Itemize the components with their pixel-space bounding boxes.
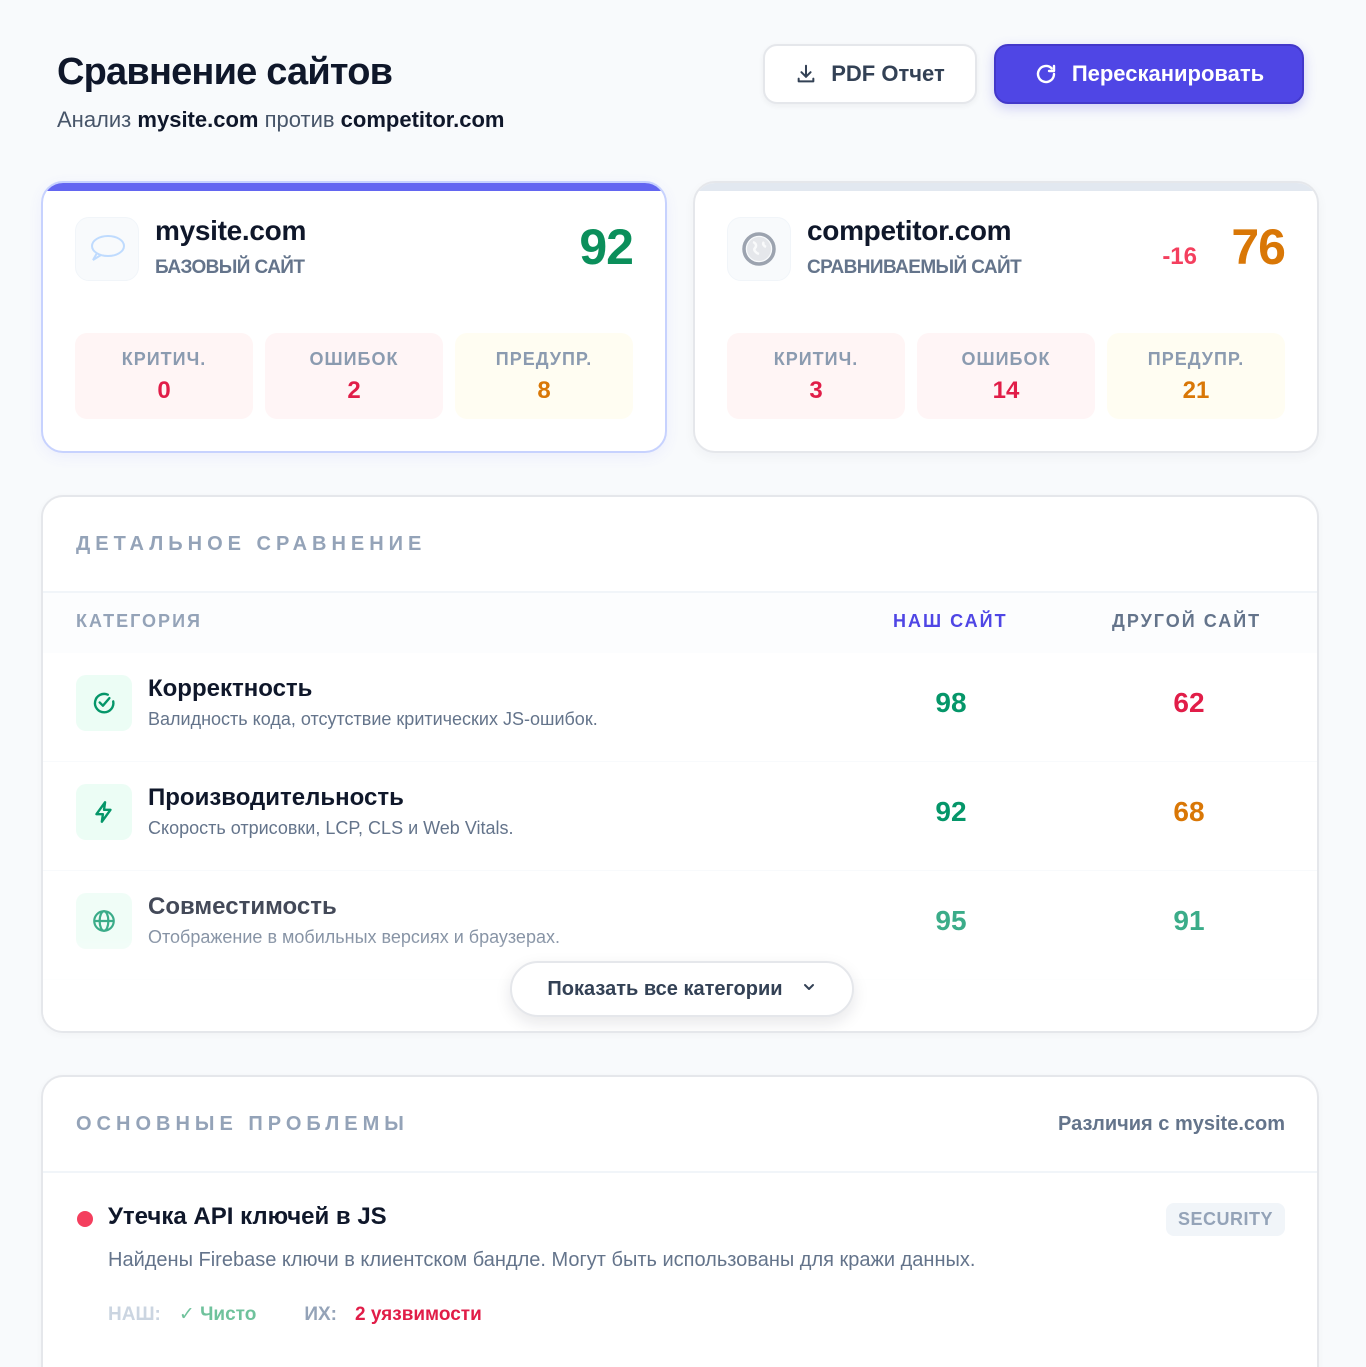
stat-warnings: ПРЕДУПР. 21 [1107,333,1285,419]
their-score: 62 [1173,687,1205,718]
stat-label: ОШИБОК [961,348,1051,369]
stat-label: КРИТИЧ. [773,348,859,369]
download-icon [795,63,817,85]
check-circle-icon [76,675,132,731]
stat-warnings: ПРЕДУПР. 8 [455,333,633,419]
rescan-button[interactable]: Пересканировать [994,44,1304,104]
site-role: БАЗОВЫЙ САЙТ [155,257,305,278]
chevron-down-icon [801,978,817,1001]
table-header: КАТЕГОРИЯ НАШ САЙТ ДРУГОЙ САЙТ [43,593,1317,653]
subtitle-site-a: mysite.com [137,107,259,132]
their-score: 91 [1173,905,1205,936]
issue-stats: КРИТИЧ. 3 ОШИБОК 14 ПРЕДУПР. 21 [727,333,1285,419]
panel-title: ОСНОВНЫЕ ПРОБЛЕМЫ [76,1113,409,1135]
page-title: Сравнение сайтов [57,51,393,93]
main-issues-panel: ОСНОВНЫЕ ПРОБЛЕМЫ Различия с mysite.com … [41,1075,1319,1367]
severity-dot-icon [77,1211,93,1227]
divider [43,1171,1317,1173]
theirs-label: ИХ: [304,1304,337,1325]
chat-bubble-icon [75,217,139,281]
our-score: 98 [935,687,967,718]
stat-label: КРИТИЧ. [121,348,207,369]
subtitle-mid: против [264,107,335,132]
stat-label: ОШИБОК [309,348,399,369]
subtitle-site-b: competitor.com [340,107,505,132]
stat-value: 2 [347,376,361,404]
refresh-icon [1034,62,1058,86]
stat-value: 3 [809,376,823,404]
globe-icon [727,217,791,281]
competitor-site-card: competitor.com СРАВНИВАЕМЫЙ САЙТ -16 76 … [693,181,1319,453]
stat-errors: ОШИБОК 14 [917,333,1095,419]
page-subtitle: Анализ mysite.com против competitor.com [57,106,504,134]
lightning-icon [76,784,132,840]
category-title: Корректность [148,675,313,702]
stat-critical: КРИТИЧ. 3 [727,333,905,419]
category-description: Валидность кода, отсутствие критических … [148,709,598,729]
category-title: Совместимость [148,893,337,920]
show-all-label: Показать все категории [547,977,783,1000]
column-header-ours: НАШ САЙТ [893,611,1008,631]
issue-title: Утечка API ключей в JS [108,1203,387,1230]
pdf-report-label: PDF Отчет [831,61,945,86]
pdf-report-button[interactable]: PDF Отчет [763,44,977,104]
issue-comparison: НАШ: ✓ Чисто ИХ: 2 уязвимости [108,1303,482,1326]
column-header-category: КАТЕГОРИЯ [76,611,202,631]
theirs-value: 2 уязвимости [355,1304,482,1325]
table-row: Производительность Скорость отрисовки, L… [43,762,1317,871]
issue-stats: КРИТИЧ. 0 ОШИБОК 2 ПРЕДУПР. 8 [75,333,633,419]
diff-label: Различия с mysite.com [1058,1113,1285,1135]
detailed-comparison-panel: ДЕТАЛЬНОЕ СРАВНЕНИЕ КАТЕГОРИЯ НАШ САЙТ Д… [41,495,1319,1033]
ours-value: ✓ Чисто [178,1304,257,1325]
stat-label: ПРЕДУПР. [1147,348,1245,369]
site-score: 76 [1231,219,1286,275]
site-score: 92 [579,219,634,275]
our-score: 92 [935,796,967,827]
panel-title: ДЕТАЛЬНОЕ СРАВНЕНИЕ [76,533,427,555]
their-score: 68 [1173,796,1205,827]
category-title: Производительность [148,784,404,811]
card-accent-bar [695,183,1317,191]
category-description: Скорость отрисовки, LCP, CLS и Web Vital… [148,818,514,838]
stat-value: 14 [992,376,1020,404]
stat-value: 0 [157,376,171,404]
card-accent-bar [43,183,665,191]
our-score: 95 [935,905,967,936]
column-header-theirs: ДРУГОЙ САЙТ [1112,611,1262,631]
ours-label: НАШ: [108,1304,161,1325]
issue-description: Найдены Firebase ключи в клиентском банд… [108,1249,976,1271]
subtitle-prefix: Анализ [57,107,132,132]
stat-label: ПРЕДУПР. [495,348,593,369]
page-header: Сравнение сайтов Анализ mysite.com проти… [57,48,504,134]
base-site-card: mysite.com БАЗОВЫЙ САЙТ 92 КРИТИЧ. 0 ОШИ… [41,181,667,453]
stat-value: 21 [1182,376,1210,404]
site-role: СРАВНИВАЕМЫЙ САЙТ [807,257,1022,278]
table-row: Корректность Валидность кода, отсутствие… [43,653,1317,762]
stat-errors: ОШИБОК 2 [265,333,443,419]
divider [43,591,1317,593]
issue-tag: SECURITY [1165,1203,1285,1236]
stat-value: 8 [537,376,551,404]
show-all-categories-button[interactable]: Показать все категории [510,961,854,1017]
stat-critical: КРИТИЧ. 0 [75,333,253,419]
site-name: mysite.com [155,215,307,246]
rescan-label: Пересканировать [1071,61,1265,86]
site-name: competitor.com [807,215,1012,246]
score-delta: -16 [1162,243,1197,270]
